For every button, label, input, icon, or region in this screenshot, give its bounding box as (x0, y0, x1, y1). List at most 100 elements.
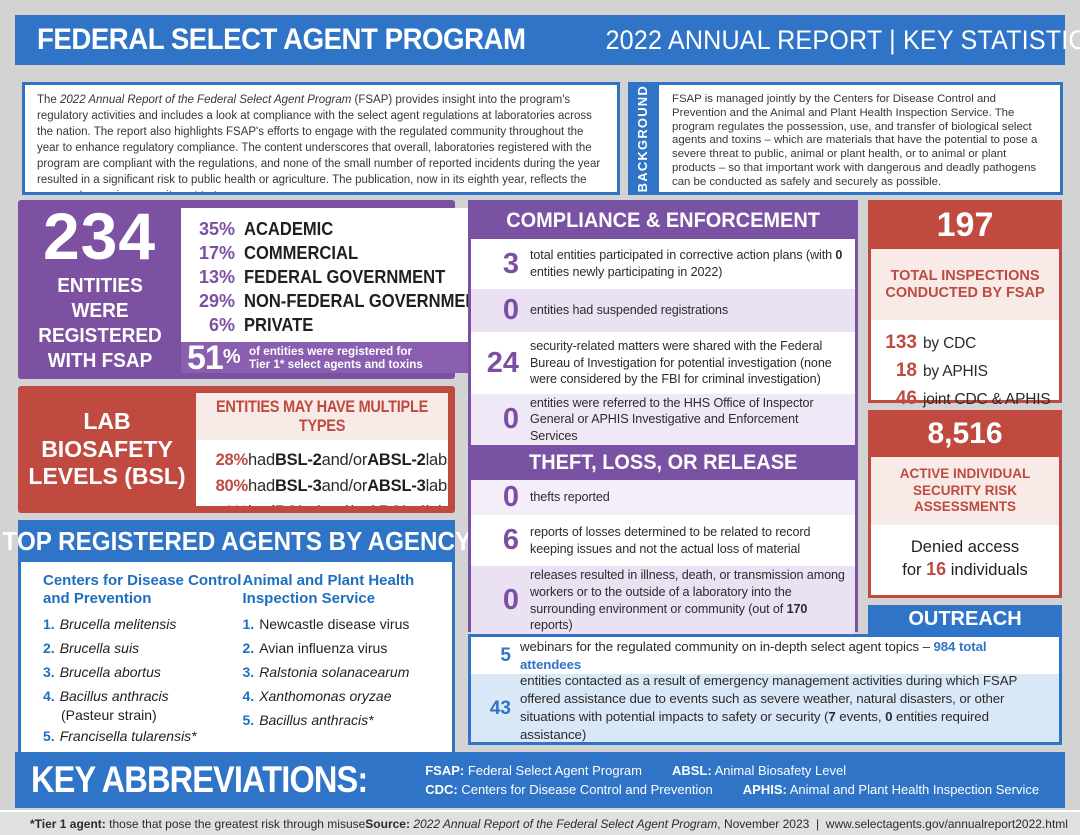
stat-number: 43 (489, 697, 511, 719)
stat-number: 0 (502, 481, 519, 513)
stat-text: security-related matters were shared wit… (530, 339, 832, 387)
entity-type-pct: 29% (198, 291, 235, 311)
stat-row-losses: 6 reports of losses determined to be rel… (471, 515, 855, 566)
intro-report-title: 2022 Annual Report of the Federal Select… (60, 94, 352, 106)
background-paragraph: FSAP is managed jointly by the Centers f… (656, 82, 1063, 195)
agent-item: 3. Ralstonia solanacearum (242, 664, 410, 680)
footer-source: Source: 2022 Annual Report of the Federa… (365, 816, 1068, 831)
entity-type-row: 13% FEDERAL GOVERNMENT (187, 265, 471, 289)
outreach-title: OUTREACH (908, 608, 1022, 630)
denied-access-text: Denied access for 16 individuals (902, 537, 1028, 579)
outreach-panel: 5 webinars for the regulated community o… (468, 634, 1062, 745)
agent-item-suffix: (Pasteur strain) (61, 706, 157, 723)
abbreviations-title: KEY ABBREVIATIONS: (31, 759, 368, 800)
stat-text: entities had suspended registrations (530, 303, 729, 318)
agency-cdc-column: Centers for Disease Control and Preventi… (43, 572, 243, 755)
stat-number: 0 (502, 294, 519, 326)
abbreviations-list: FSAP: Federal Select Agent Program ABSL:… (373, 761, 1039, 799)
stat-row-oig-referrals: 0 entities were referred to the HHS Offi… (471, 394, 855, 445)
compliance-title: COMPLIANCE & ENFORCEMENT (506, 209, 820, 232)
registered-count-block: 234 ENTITIES WERE REGISTERED WITH FSAP (18, 200, 181, 379)
tier1-stat-strip: 51 % of entities were registered for Tier… (181, 341, 471, 375)
intro-text-rest: (FSAP) provides insight into the program… (37, 94, 601, 192)
agent-item: 1. Brucella melitensis (43, 616, 177, 632)
stat-text: total entities participated in correctiv… (530, 248, 843, 279)
outreach-tab: OUTREACH (868, 605, 1062, 634)
inspections-count: 197 (871, 203, 1059, 249)
page-subtitle: 2022 ANNUAL REPORT | KEY STATISTICS (605, 24, 1080, 55)
tier1-caption: of entities were registered for Tier 1* s… (248, 343, 423, 371)
compliance-header: COMPLIANCE & ENFORCEMENT (471, 203, 855, 239)
agent-item: 1. Newcastle disease virus (242, 616, 410, 632)
footer-note: *Tier 1 agent: those that pose the great… (30, 816, 366, 831)
stat-text: releases resulted in illness, death, or … (530, 568, 845, 633)
entity-type-breakdown: 35% ACADEMIC 17% COMMERCIAL 13% FEDERAL GOV… (181, 208, 488, 349)
registered-caption: ENTITIES WERE REGISTERED WITH FSAP (37, 274, 162, 372)
stat-row-suspended-registrations: 0 entities had suspended registrations (471, 289, 855, 332)
background-label-text: BACKGROUND (634, 84, 650, 193)
stat-row-thefts: 0 thefts reported (471, 480, 855, 515)
agent-item: 5. Bacillus anthracis* (242, 712, 374, 728)
entity-type-label: COMMERCIAL (244, 243, 359, 263)
entity-type-label: PRIVATE (244, 315, 314, 335)
bsl-subtitle-text: ENTITIES MAY HAVE MULTIPLE TYPES (215, 398, 429, 435)
assessments-caption: ACTIVE INDIVIDUAL SECURITY RISK ASSESSME… (871, 457, 1059, 525)
bsl-pct: 3% (196, 499, 249, 506)
abbreviation-item: APHIS: Animal and Plant Health Inspectio… (742, 782, 1040, 797)
stat-number: 24 (486, 346, 519, 379)
entity-type-row: 35% ACADEMIC (187, 217, 471, 241)
stat-number: 6 (502, 524, 519, 556)
intro-text-pre: The (37, 94, 61, 106)
entity-type-row: 17% COMMERCIAL (187, 241, 471, 265)
tier1-percent-sign: % (222, 346, 241, 368)
assessments-count: 8,516 (871, 413, 1059, 457)
bsl-panel: LAB BIOSAFETY LEVELS (BSL) ENTITIES MAY … (18, 386, 455, 513)
agent-item: 2. Avian influenza virus (242, 640, 388, 656)
footer-bar: *Tier 1 agent: those that pose the great… (0, 810, 1080, 835)
background-vertical-label: BACKGROUND (628, 82, 656, 195)
intro-paragraph: The 2022 Annual Report of the Federal Se… (22, 82, 620, 195)
bsl-title: LAB BIOSAFETY LEVELS (BSL) (28, 408, 186, 490)
header-bar: FEDERAL SELECT AGENT PROGRAM 2022 ANNUAL… (15, 15, 1080, 65)
bsl-row: 28% had BSL-2 and/or ABSL-2 labs (196, 447, 448, 473)
agent-item: 2. Brucella suis (43, 640, 140, 656)
assessments-panel: 8,516 ACTIVE INDIVIDUAL SECURITY RISK AS… (868, 410, 1062, 598)
footer-source-title: 2022 Annual Report of the Federal Select… (413, 816, 718, 831)
page-title: FEDERAL SELECT AGENT PROGRAM (37, 23, 526, 56)
agents-panel: TOP REGISTERED AGENTS BY AGENCY Centers … (2, 520, 471, 758)
stat-text: entities contacted as a result of emerge… (520, 674, 1017, 742)
stat-number: 0 (502, 403, 519, 435)
bsl-row: 80% had BSL-3 and/or ABSL-3 labs (196, 473, 448, 499)
outreach-row-emergency: 43 entities contacted as a result of eme… (471, 674, 1059, 742)
stat-text: webinars for the regulated community on … (520, 638, 987, 672)
agent-item: 4. Xanthomonas oryzae (242, 688, 392, 704)
entity-type-label: FEDERAL GOVERNMENT (244, 267, 446, 287)
denied-count: 16 (926, 558, 947, 579)
stat-number: 0 (502, 584, 519, 616)
agency-aphis-column: Animal and Plant Health Inspection Servi… (243, 572, 443, 755)
agency-aphis-heading: Animal and Plant Health Inspection Servi… (242, 572, 415, 607)
inspections-panel: 197 TOTAL INSPECTIONS CONDUCTED BY FSAP … (868, 200, 1062, 409)
agent-item: 5. Francisella tularensis* (43, 728, 197, 744)
stat-row-releases: 0 releases resulted in illness, death, o… (471, 566, 855, 635)
bsl-rows: 28% had BSL-2 and/or ABSL-2 labs 80% had… (196, 440, 448, 506)
tier1-caption-line1: of entities were registered for (248, 343, 412, 358)
entity-type-pct: 35% (198, 219, 235, 239)
registered-entities-panel: 234 ENTITIES WERE REGISTERED WITH FSAP 3… (18, 200, 488, 379)
bsl-pct: 80% (215, 477, 249, 495)
theft-title: THEFT, LOSS, OR RELEASE (528, 450, 798, 474)
compliance-panel: COMPLIANCE & ENFORCEMENT 3 total entitie… (468, 200, 858, 635)
stat-number: 5 (500, 645, 511, 666)
stat-text: reports of losses determined to be relat… (530, 524, 811, 556)
entity-type-pct: 6% (208, 315, 235, 335)
entity-type-label: NON-FEDERAL GOVERNMENT (244, 291, 488, 311)
registered-count: 234 (42, 199, 157, 274)
bsl-row: 3% had BSL-4 and/or ABSL-4 labs (196, 499, 448, 506)
entity-type-pct: 13% (198, 267, 235, 287)
outreach-row-webinars: 5 webinars for the regulated community o… (471, 637, 1059, 674)
footer-url: www.selectagents.gov/annualreport2022.ht… (825, 816, 1068, 831)
entity-type-row: 6% PRIVATE (187, 313, 471, 337)
inspection-row: 133 by CDC (885, 332, 977, 353)
entity-type-row: 29% NON-FEDERAL GOVERNMENT (187, 289, 488, 313)
